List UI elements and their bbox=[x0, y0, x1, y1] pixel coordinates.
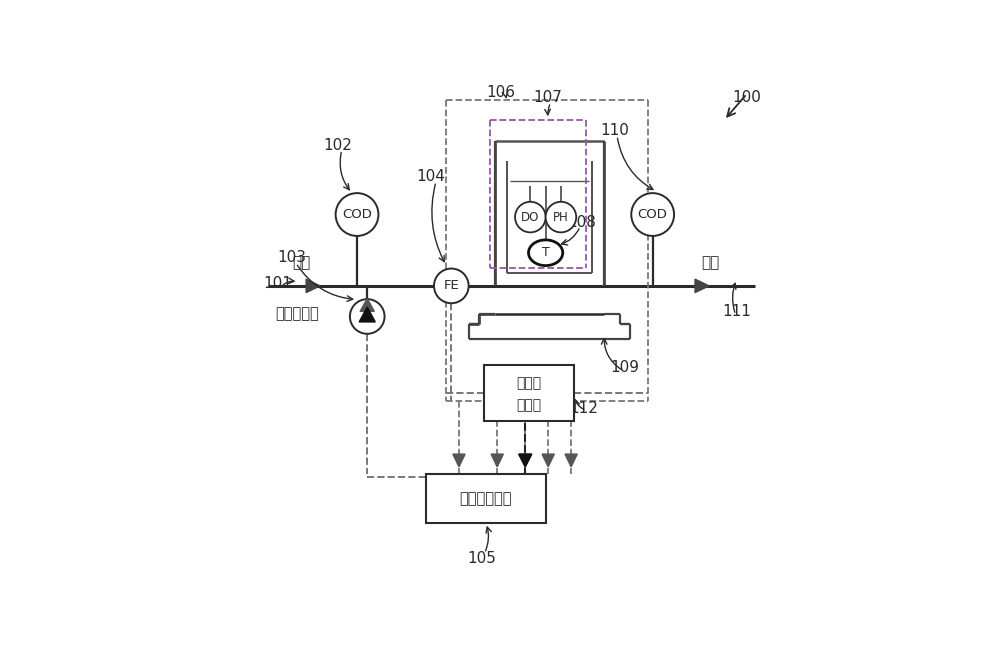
Text: 105: 105 bbox=[467, 551, 496, 566]
Circle shape bbox=[350, 299, 385, 334]
Text: 出水: 出水 bbox=[701, 256, 719, 271]
Bar bbox=[426, 475, 546, 523]
Circle shape bbox=[515, 202, 546, 232]
Text: 106: 106 bbox=[487, 85, 516, 100]
Polygon shape bbox=[491, 454, 503, 467]
Text: FE: FE bbox=[443, 279, 459, 293]
Polygon shape bbox=[565, 454, 577, 467]
Text: 101: 101 bbox=[264, 276, 292, 291]
Text: PH: PH bbox=[553, 211, 569, 224]
Circle shape bbox=[546, 202, 576, 232]
Text: 进水: 进水 bbox=[292, 256, 311, 271]
Polygon shape bbox=[519, 454, 532, 467]
Circle shape bbox=[336, 193, 378, 236]
Polygon shape bbox=[695, 279, 709, 293]
Text: COD: COD bbox=[638, 208, 668, 221]
Polygon shape bbox=[359, 307, 375, 322]
Text: 107: 107 bbox=[534, 90, 563, 105]
Text: 分析仪: 分析仪 bbox=[517, 399, 542, 412]
Circle shape bbox=[434, 269, 469, 303]
Polygon shape bbox=[306, 279, 320, 293]
Text: 111: 111 bbox=[722, 304, 751, 319]
Text: 103: 103 bbox=[278, 250, 307, 265]
Polygon shape bbox=[519, 454, 531, 467]
Text: 110: 110 bbox=[600, 123, 629, 138]
Text: 硝酸盐: 硝酸盐 bbox=[517, 376, 542, 390]
Polygon shape bbox=[360, 299, 374, 311]
Polygon shape bbox=[542, 454, 554, 467]
Text: COD: COD bbox=[342, 208, 372, 221]
Text: 109: 109 bbox=[610, 360, 639, 375]
Ellipse shape bbox=[529, 240, 563, 265]
Text: DO: DO bbox=[521, 211, 540, 224]
Bar bbox=[484, 365, 574, 421]
Text: 108: 108 bbox=[567, 214, 596, 230]
Polygon shape bbox=[453, 454, 465, 467]
Text: 中央控制系统: 中央控制系统 bbox=[459, 491, 512, 506]
Text: 104: 104 bbox=[417, 169, 445, 184]
Text: 加药计量泵: 加药计量泵 bbox=[275, 307, 319, 322]
Circle shape bbox=[631, 193, 674, 236]
Text: 112: 112 bbox=[569, 401, 598, 416]
Text: 102: 102 bbox=[324, 138, 353, 153]
Text: 100: 100 bbox=[733, 90, 761, 105]
Text: T: T bbox=[542, 246, 550, 260]
